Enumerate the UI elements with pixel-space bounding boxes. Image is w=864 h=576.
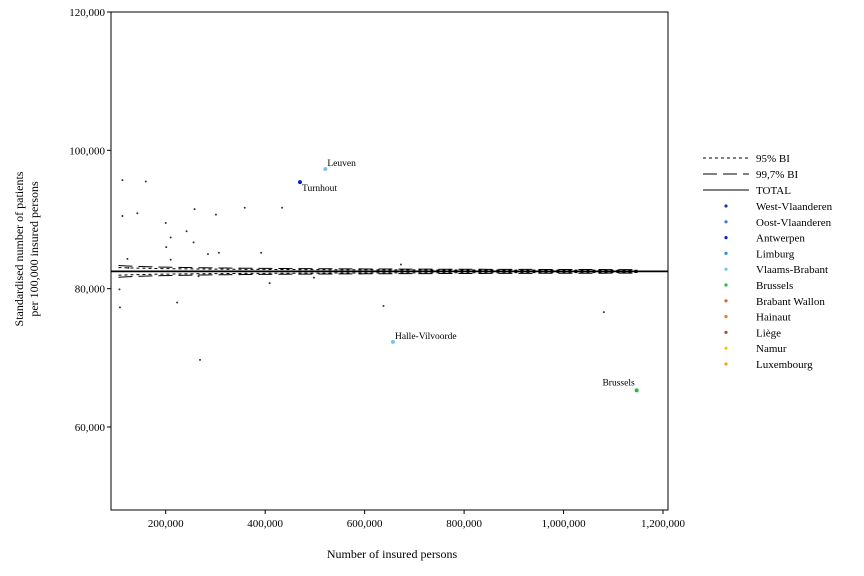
data-point xyxy=(192,241,195,244)
data-point xyxy=(136,212,139,215)
data-point-leuven xyxy=(323,167,328,172)
data-point xyxy=(281,206,284,209)
data-point xyxy=(243,206,246,209)
data-point xyxy=(193,208,196,211)
data-point xyxy=(185,230,188,233)
legend-region-label: Oost-Vlaanderen xyxy=(756,217,832,229)
y-axis-title-line-1: Standardised number of patients xyxy=(12,171,26,326)
legend-region-marker xyxy=(724,204,728,208)
legend-region-marker xyxy=(724,267,728,271)
data-point xyxy=(206,253,209,256)
x-axis: 200,000 400,000 600,000 800,000 1,000,000 1,2… xyxy=(148,510,686,530)
y-tick-label: 80,000 xyxy=(75,284,106,296)
point-label-leuven: Leuven xyxy=(327,159,356,169)
legend-region-marker xyxy=(724,236,728,240)
y-axis-title-line-2: per 100,000 insured persons xyxy=(27,181,41,317)
plot-frame xyxy=(110,11,669,511)
data-point-halle-vilvoorde xyxy=(390,339,395,344)
point-label-turnhout: Turnhout xyxy=(302,184,337,194)
x-tick-label: 600,000 xyxy=(347,518,383,530)
legend-region-label: Luxembourg xyxy=(756,359,813,371)
data-point xyxy=(382,304,385,307)
limit-997-lower xyxy=(118,272,639,278)
legend-region-label: Brussels xyxy=(756,280,793,292)
data-point xyxy=(197,275,200,278)
data-point xyxy=(268,282,271,285)
x-tick-label: 1,000,000 xyxy=(542,518,587,530)
data-point xyxy=(144,180,147,183)
legend-region-label: Namur xyxy=(756,343,787,355)
x-tick-label: 400,000 xyxy=(247,518,283,530)
data-point xyxy=(176,301,179,304)
limit-95-lower xyxy=(118,272,639,276)
data-point xyxy=(217,251,220,254)
data-point-turnhout xyxy=(297,180,302,185)
legend-region-label: Liège xyxy=(756,327,781,339)
data-point xyxy=(165,246,168,249)
legend-region-label: Brabant Wallon xyxy=(756,296,825,308)
data-point xyxy=(118,288,121,291)
y-tick-label: 100,000 xyxy=(69,145,105,157)
legend-95-label: 95% BI xyxy=(756,153,790,165)
data-point xyxy=(121,179,124,182)
legend-region-marker xyxy=(724,330,728,334)
x-tick-label: 200,000 xyxy=(148,518,184,530)
legend-997-label: 99,7% BI xyxy=(756,169,799,181)
x-tick-label: 800,000 xyxy=(446,518,482,530)
data-point xyxy=(260,251,263,254)
point-label-brussels: Brussels xyxy=(602,378,635,388)
data-point xyxy=(214,213,217,216)
data-point xyxy=(164,221,167,224)
data-point xyxy=(127,266,130,269)
legend-region-marker xyxy=(724,346,728,350)
y-tick-label: 120,000 xyxy=(69,7,105,19)
legend-region-marker xyxy=(724,220,728,224)
x-tick-label: 1,200,000 xyxy=(641,518,686,530)
limit-lines xyxy=(111,265,668,278)
limit-95-upper xyxy=(118,267,639,271)
legend-region-marker xyxy=(724,299,728,303)
data-point-brussels xyxy=(634,388,639,393)
point-labels: Turnhout Leuven Halle-Vilvoorde Brussels xyxy=(302,159,635,388)
legend-region-label: Limburg xyxy=(756,248,795,260)
data-point xyxy=(169,258,172,261)
legend-region-label: Hainaut xyxy=(756,312,791,324)
data-point xyxy=(118,306,121,309)
legend-region-marker xyxy=(724,283,728,287)
data-point xyxy=(169,236,172,239)
legend-regions: West-Vlaanderen Oost-Vlaanderen Antwerpen L… xyxy=(724,201,833,371)
data-points xyxy=(118,167,639,393)
legend: 95% BI 99,7% BI TOTAL West-Vlaanderen Oos… xyxy=(703,153,833,371)
legend-region-label: West-Vlaanderen xyxy=(756,201,833,213)
data-point xyxy=(121,215,124,218)
data-point xyxy=(312,276,315,279)
y-tick-label: 60,000 xyxy=(75,422,106,434)
point-label-halle-vilvoorde: Halle-Vilvoorde xyxy=(395,332,457,342)
legend-region-marker xyxy=(724,362,728,366)
legend-region-marker xyxy=(724,251,728,255)
x-axis-title: Number of insured persons xyxy=(327,547,458,561)
y-axis: 60,000 80,000 100,000 120,000 xyxy=(69,7,111,434)
legend-total-label: TOTAL xyxy=(756,185,791,197)
data-point xyxy=(199,358,202,361)
legend-region-label: Vlaams-Brabant xyxy=(756,264,828,276)
legend-region-marker xyxy=(724,315,728,319)
data-point xyxy=(126,257,129,260)
data-point xyxy=(399,263,402,266)
data-point xyxy=(602,311,605,314)
limit-997-upper xyxy=(118,265,639,271)
legend-region-label: Antwerpen xyxy=(756,233,805,245)
